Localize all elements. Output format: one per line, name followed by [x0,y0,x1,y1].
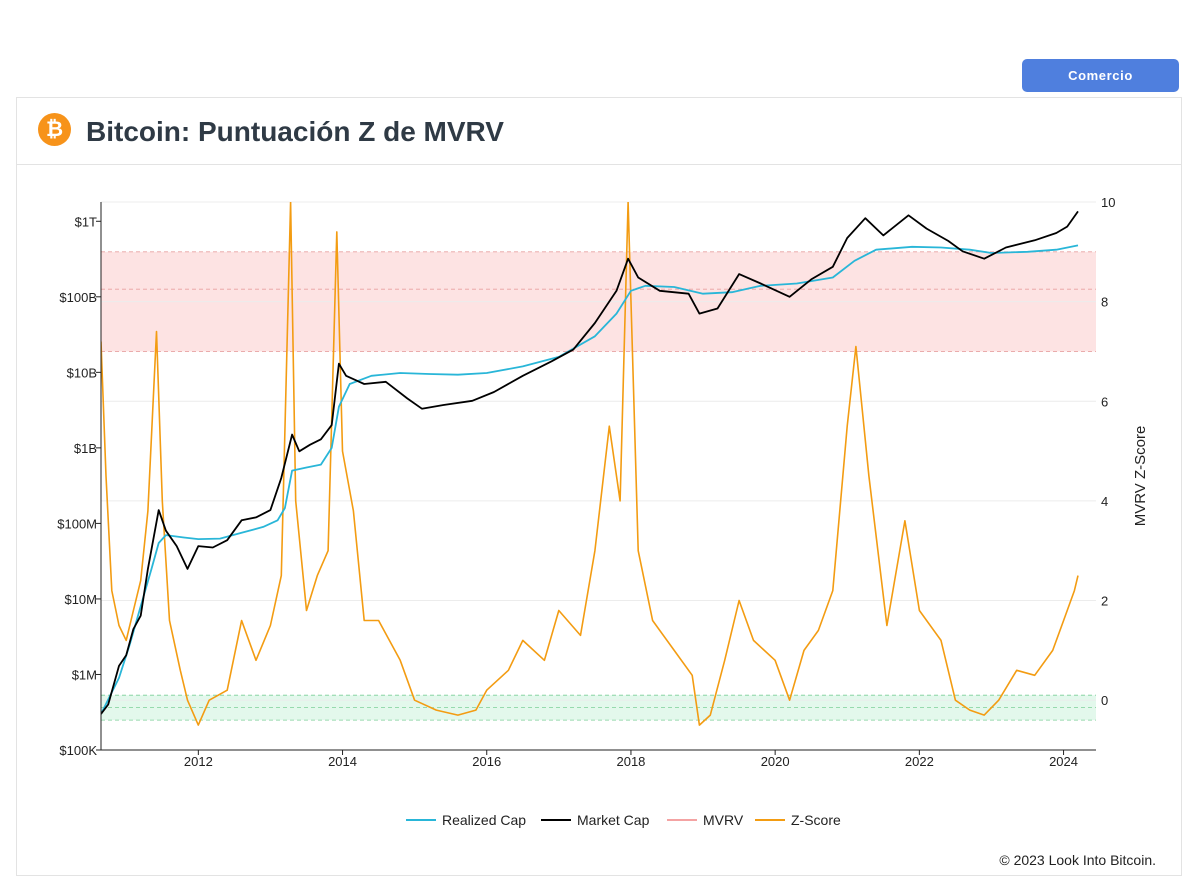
legend-item: MVRV [667,812,744,828]
x-tick-label: 2024 [1049,754,1078,769]
legend: Realized Cap Market Cap MVRV Z-Score [406,812,841,828]
y-right-tick-label: 10 [1101,195,1115,210]
x-tick-label: 2014 [328,754,357,769]
y-left-tick-label: $100K [59,743,97,758]
y-left-tick-label: $1B [74,441,97,456]
x-tick-label: 2022 [905,754,934,769]
tick-labels: $100K $1M $10M $100M $1B $10B $100B $1T 0 2 4 6 8 10 2… [57,195,1115,769]
y-right-tick-label: 2 [1101,594,1108,609]
x-tick-label: 2020 [761,754,790,769]
legend-item: Realized Cap [406,812,526,828]
y-left-tick-label: $1M [72,667,97,682]
y-right-tick-label: 4 [1101,494,1108,509]
legend-label: Z-Score [791,812,841,828]
y-left-tick-label: $1T [75,214,97,229]
legend-label: Market Cap [577,812,650,828]
y-right-tick-label: 0 [1101,693,1108,708]
series-line-realized-cap [101,244,1079,715]
x-tick-label: 2018 [616,754,645,769]
plot-area [101,202,1079,726]
y-left-tick-label: $100M [57,516,97,531]
axes [96,202,1096,755]
card-header: ₿ Bitcoin: Puntuación Z de MVRV [17,98,1181,165]
y-left-tick-label: $10B [67,365,97,380]
trade-button[interactable]: Comercio [1022,59,1179,92]
zone-bands [101,251,1096,721]
y-left-tick-label: $100B [59,290,97,305]
legend-label: Realized Cap [442,812,526,828]
series-line-z-score [101,202,1079,726]
y-left-tick-label: $10M [64,592,97,607]
copyright-text: © 2023 Look Into Bitcoin. [999,852,1156,868]
series-line-market-cap [101,210,1079,715]
legend-item: Market Cap [541,812,650,828]
legend-item: Z-Score [755,812,841,828]
legend-label: MVRV [703,812,744,828]
x-tick-label: 2016 [472,754,501,769]
page-title: Bitcoin: Puntuación Z de MVRV [86,116,504,147]
y-right-tick-label: 8 [1101,295,1108,310]
y-axis-label-right: MVRV Z-Score [1132,426,1149,527]
bitcoin-logo-icon: ₿ [38,113,71,146]
y-right-tick-label: 6 [1101,394,1108,409]
x-tick-label: 2012 [184,754,213,769]
chart-card: ₿ Bitcoin: Puntuación Z de MVRV [16,97,1182,876]
gridlines [101,201,1096,701]
